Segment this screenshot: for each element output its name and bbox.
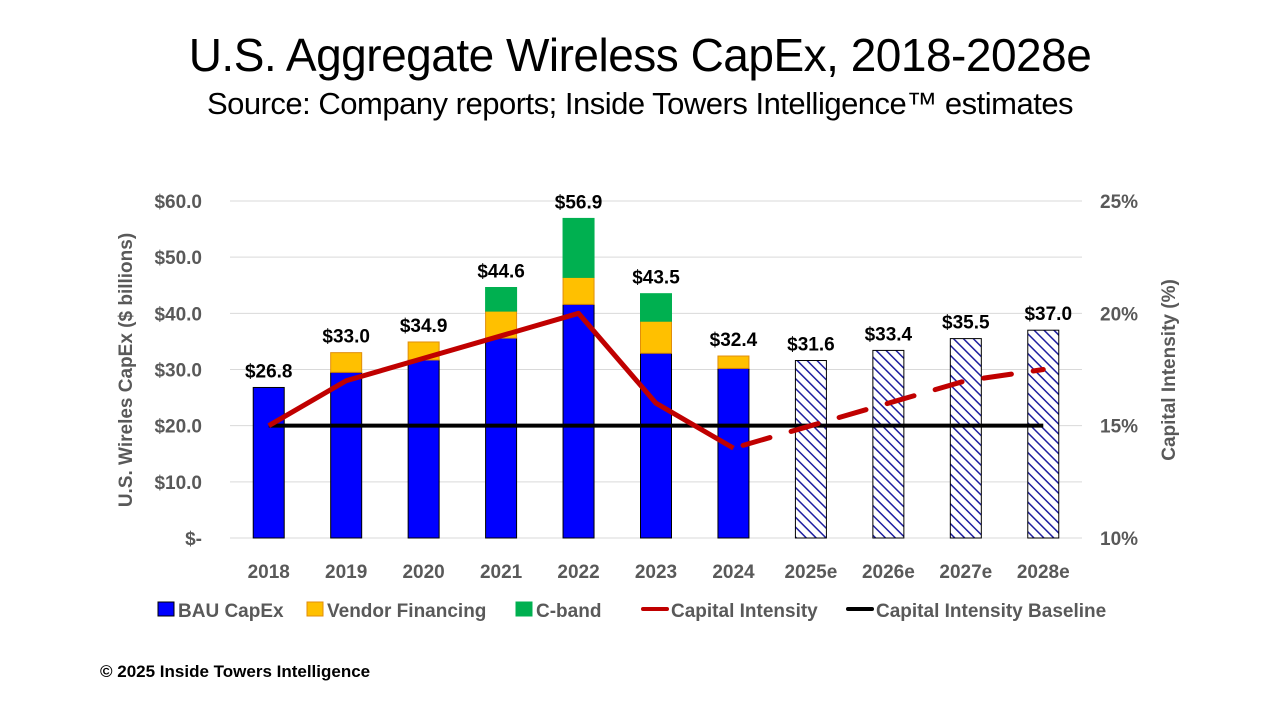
x-tick-label: 2018 [248,562,290,583]
bar-vendor-financing-2023 [640,320,672,354]
left-tick-label: $50.0 [154,248,202,269]
total-label: $32.4 [710,330,758,351]
chart-subtitle: Source: Company reports; Inside Towers I… [206,86,1074,121]
legend-label: Vendor Financing [327,601,486,622]
x-tick-label: 2024 [712,562,755,583]
left-tick-label: $40.0 [154,304,202,325]
total-label: $43.5 [632,268,680,289]
x-tick-label: 2020 [402,562,444,583]
total-label: $44.6 [477,261,525,282]
left-tick-label: $60.0 [154,192,202,213]
bar-bau-capex-2025e [794,360,827,539]
right-axis-title: Capital Intensity (%) [1159,279,1180,461]
bar-bau-capex-2023 [640,352,672,539]
right-axis-ticks: 10% 15% 20% 25% [1100,192,1138,550]
legend-swatch-1 [306,601,324,617]
bar-bau-capex-2019 [330,371,363,539]
x-tick-label: 2019 [325,562,367,583]
x-tick-label: 2022 [557,562,599,583]
total-label: $33.0 [322,327,370,348]
legend-label: Capital Intensity Baseline [876,601,1106,622]
bar-bau-capex-2024 [717,367,750,539]
x-tick-label: 2028e [1017,562,1070,583]
left-tick-label: $10.0 [154,473,202,494]
x-tick-label: 2027e [939,562,992,583]
total-label: $35.5 [942,313,990,334]
legend-label: Capital Intensity [671,601,818,622]
left-axis-title: U.S. Wireles CapEx ($ billions) [116,233,137,507]
bar-bau-capex-2022 [562,303,595,539]
right-tick-label: 20% [1100,304,1138,325]
total-label: $34.9 [400,316,448,337]
left-tick-label: $- [185,529,202,550]
bar-bau-capex-2020 [407,359,440,539]
legend-label: C-band [536,601,601,622]
data-labels: $26.8 $33.0 $34.9 $44.6 $56.9 $43.5 $32.4 $31.6… [245,192,1072,382]
right-tick-label: 10% [1100,529,1138,550]
legend-label: BAU CapEx [178,601,284,622]
bar-bau-capex-2026e [872,349,905,539]
bar-bau-capex-2027e [949,338,982,539]
lines [267,310,1046,451]
legend: BAU CapEx Vendor Financing C-band Capital I… [157,601,1106,622]
x-tick-label: 2025e [784,562,837,583]
left-axis-ticks: $- $10.0 $20.0 $30.0 $40.0 $50.0 $60.0 [154,192,202,550]
left-tick-label: $30.0 [154,361,202,382]
bar-c-band-2022 [562,217,595,278]
x-tick-label: 2023 [635,562,677,583]
legend-swatch-2 [515,601,533,617]
bar-c-band-2021 [485,286,518,312]
total-label: $31.6 [787,335,835,356]
right-tick-label: 25% [1100,192,1138,213]
right-tick-label: 15% [1100,417,1138,438]
bar-vendor-financing-2022 [562,276,595,305]
x-axis-ticks: 2018 2019 2020 2021 2022 2023 2024 2025e 2026e 20… [248,562,1070,583]
bar-vendor-financing-2019 [330,352,363,373]
bars [252,217,1060,539]
bar-bau-capex-2021 [485,337,518,539]
chart-title: U.S. Aggregate Wireless CapEx, 2018-2028… [188,29,1092,81]
bar-vendor-financing-2024 [717,355,750,369]
legend-swatch-0 [157,601,175,617]
bar-c-band-2023 [640,293,672,322]
x-tick-label: 2026e [862,562,915,583]
copyright-text: © 2025 Inside Towers Intelligence [100,662,371,681]
total-label: $56.9 [555,192,603,213]
bar-bau-capex-2018 [252,386,285,539]
total-label: $26.8 [245,361,293,382]
x-tick-label: 2021 [480,562,523,583]
total-label: $33.4 [865,324,913,345]
bar-bau-capex-2028e [1027,329,1060,539]
total-label: $37.0 [1024,304,1072,325]
left-tick-label: $20.0 [154,417,202,438]
